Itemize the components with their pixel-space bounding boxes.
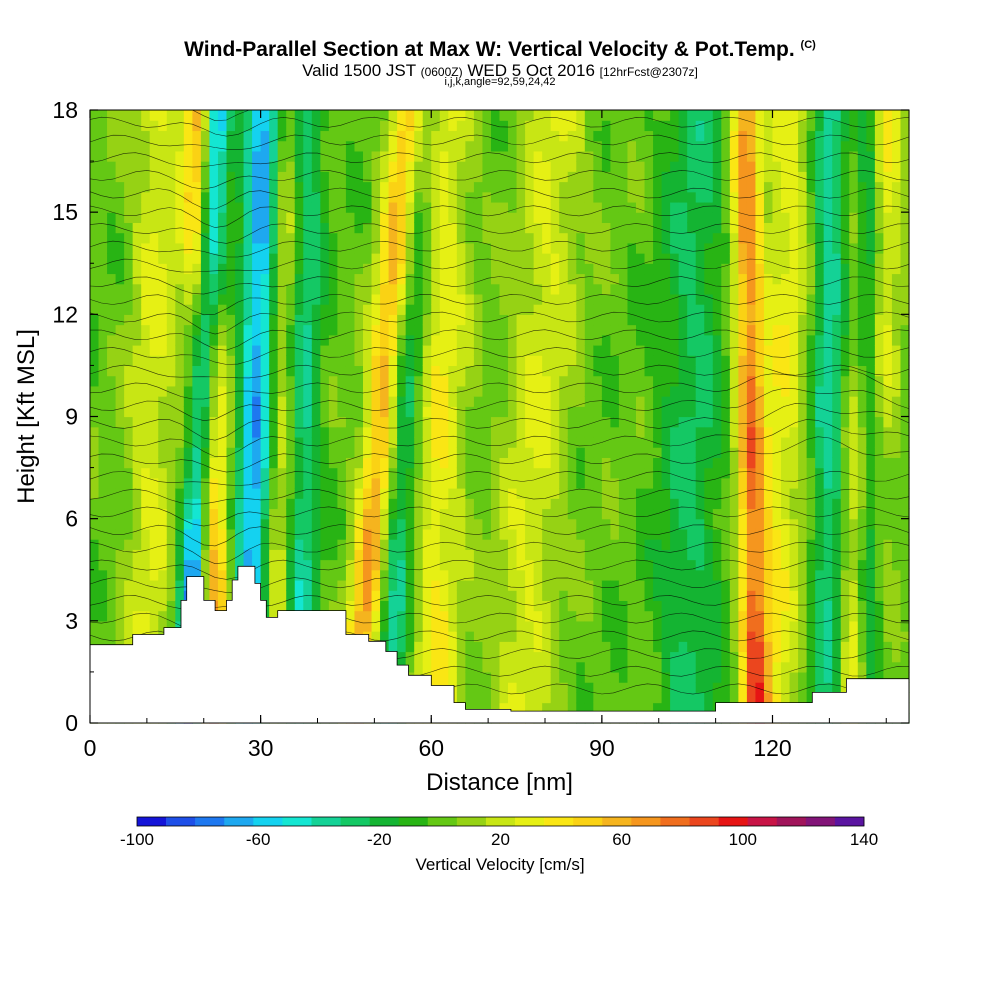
- chart-params: i,j,k,angle=92,59,24,42: [444, 76, 556, 88]
- colorbar-segment: [340, 817, 370, 826]
- y-tick-label: 0: [65, 710, 78, 736]
- colorbar-segment: [427, 817, 458, 826]
- utc-time: (0600Z): [420, 65, 463, 79]
- colorbar-tick-label: 60: [612, 830, 631, 849]
- colorbar: -100 -60 -20 20 60 100 140: [120, 816, 878, 849]
- colorbar-segment: [195, 817, 225, 826]
- colorbar-segment: [805, 817, 836, 826]
- y-tick-label: 12: [52, 301, 78, 327]
- colorbar-segment: [485, 817, 516, 826]
- colorbar-segment: [515, 817, 545, 826]
- colorbar-segment: [456, 817, 487, 826]
- y-axis-label: Height [Kft MSL]: [13, 329, 40, 504]
- colorbar-tick-label: 140: [850, 830, 878, 849]
- colorbar-segment: [660, 817, 690, 826]
- x-tick-label: 90: [589, 735, 615, 761]
- colorbar-tick-label: 100: [729, 830, 757, 849]
- x-tick-label: 0: [84, 735, 97, 761]
- x-tick-label: 120: [753, 735, 791, 761]
- colorbar-segment: [253, 817, 283, 826]
- x-tick-label: 30: [248, 735, 274, 761]
- colorbar-segment: [689, 817, 719, 826]
- colorbar-tick-label: -20: [367, 830, 392, 849]
- colorbar-segment: [137, 817, 167, 826]
- colorbar-segment: [311, 817, 341, 826]
- colorbar-segment: [747, 817, 778, 826]
- y-tick-label: 15: [52, 199, 78, 225]
- colorbar-segment: [834, 817, 865, 826]
- colorbar-segment: [573, 817, 603, 826]
- colorbar-tick-label: 20: [491, 830, 510, 849]
- y-tick-label: 6: [65, 506, 78, 532]
- colorbar-segment: [718, 817, 748, 826]
- colorbar-tick-label: -60: [246, 830, 271, 849]
- colorbar-segment: [602, 817, 632, 826]
- colorbar-segment: [544, 817, 574, 826]
- colorbar-segment: [631, 817, 661, 826]
- colorbar-segment: [776, 817, 807, 826]
- chart-subtitle: Valid 1500 JST (0600Z) WED 5 Oct 2016 [1…: [302, 61, 698, 80]
- forecast-info: [12hrFcst@2307z]: [599, 65, 698, 79]
- x-axis-label: Distance [nm]: [426, 769, 573, 796]
- colorbar-segment: [369, 817, 400, 826]
- chart-title: Wind-Parallel Section at Max W: Vertical…: [184, 38, 816, 61]
- colorbar-segment: [166, 817, 196, 826]
- colorbar-segment: [282, 817, 312, 826]
- y-tick-label: 3: [65, 608, 78, 634]
- valid-date: WED 5 Oct 2016: [467, 61, 595, 80]
- colorbar-tick-label: -100: [120, 830, 154, 849]
- copyright-mark: (C): [800, 39, 816, 51]
- y-tick-label: 18: [52, 97, 78, 123]
- axes: 0 3 6 9 12 15 18 0 30 60 90 120 Distance [nm] Height …: [13, 97, 909, 796]
- colorbar-label: Vertical Velocity [cm/s]: [415, 855, 585, 874]
- x-tick-label: 60: [418, 735, 444, 761]
- colorbar-segment: [398, 817, 429, 826]
- colorbar-segment: [224, 817, 254, 826]
- y-tick-label: 9: [65, 404, 78, 430]
